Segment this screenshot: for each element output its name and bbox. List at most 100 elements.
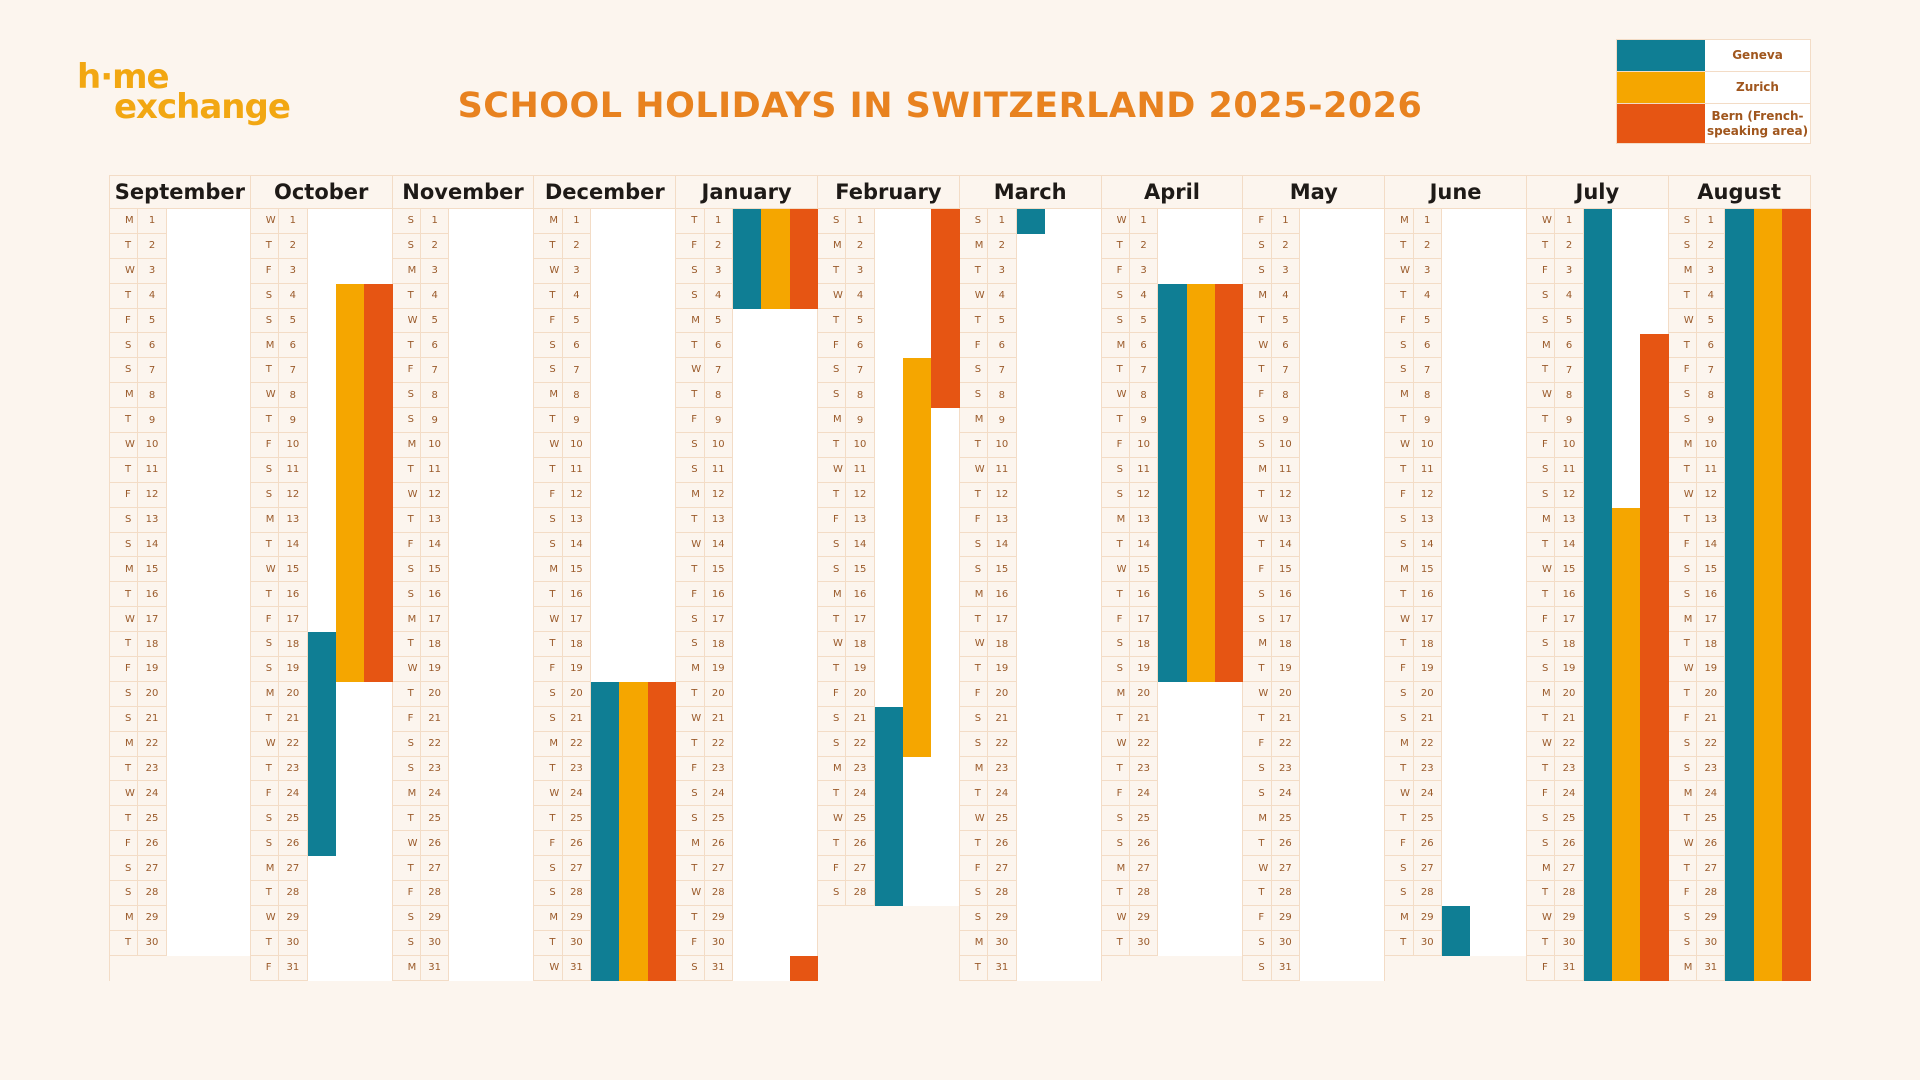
day-row: 28 [392,881,534,906]
holiday-cells [1016,457,1101,483]
day-row: 31 [392,955,534,981]
day-number: 1 [1555,209,1584,234]
day-number: 16 [704,582,733,608]
day-row: 10 [676,433,817,458]
day-number: 16 [1555,582,1584,608]
day-number: 30 [1555,930,1584,956]
day-number: 22 [562,731,592,757]
weekday-cell [250,607,280,633]
holiday-cells [732,333,817,359]
weekday-cell [110,408,139,434]
day-number: 29 [988,905,1017,931]
weekday-cell [1526,632,1556,658]
day-number: 19 [1271,657,1301,682]
day-number: 10 [279,433,308,458]
weekday-cell [1385,482,1414,508]
weekday-cell [1385,607,1414,633]
day-number: 8 [1271,383,1301,409]
day-number: 23 [1271,756,1301,782]
holiday-cells [449,209,534,234]
weekday-cell [959,209,989,234]
day-number: 27 [988,856,1017,882]
holiday-cells [1300,781,1385,807]
day-number: 23 [1129,756,1159,782]
day-number: 23 [704,756,733,782]
holiday-cells [1300,806,1385,832]
day-number: 17 [138,607,167,633]
day-number: 25 [704,806,733,832]
day-number: 26 [846,831,875,857]
holiday-cells [591,209,676,234]
day-number: 1 [846,209,875,234]
weekday-cell [676,283,705,309]
holiday-cells [166,557,250,583]
day-number: 7 [1271,358,1301,384]
month-column-september: September 1 2 3 4 5 6 7 8 9 10 11 12 13 14 15 16 17 18 19 20… [109,175,251,981]
weekday-cell [959,831,989,857]
legend-label: Geneva [1732,48,1783,62]
weekday-cell [110,930,139,956]
day-number: 3 [1129,258,1159,284]
weekday-cell [250,856,280,882]
weekday-cell [1101,905,1130,931]
day-number: 2 [988,233,1017,259]
day-row: 10 [110,433,250,458]
day-row: 27 [1243,856,1385,882]
holiday-cells [732,781,817,807]
weekday-cell [1243,681,1272,707]
weekday-cell [110,283,139,309]
holiday-cells [449,955,534,981]
weekday-cell [676,905,705,931]
day-number: 5 [138,308,167,334]
day-number: 25 [1271,806,1301,832]
day-number: 16 [1129,582,1159,608]
logo-line-1: h·me [77,57,170,97]
weekday-cell [1526,233,1556,259]
holiday-cells [732,657,817,682]
day-number: 21 [138,706,167,732]
holiday-cells [166,383,250,409]
holiday-cells [166,408,250,434]
day-number: 26 [279,831,308,857]
day-row: 2 [1101,233,1243,259]
weekday-cell [1385,905,1414,931]
weekday-cell [392,781,421,807]
day-row: 2 [250,233,392,259]
holiday-cells [1016,781,1101,807]
holiday-cells [166,781,250,807]
day-row: 18 [110,632,250,658]
day-row: 18 [676,632,817,658]
day-row: 6 [534,333,676,359]
weekday-cell [1668,582,1698,608]
weekday-cell [1668,433,1698,458]
day-number: 18 [138,632,167,658]
weekday-cell [250,507,280,533]
day-row: 21 [676,706,817,732]
day-number: 8 [279,383,308,409]
weekday-cell [392,507,421,533]
holiday-cells [732,681,817,707]
weekday-cell [676,383,705,409]
weekday-cell [1243,532,1272,558]
weekday-cell [392,408,421,434]
day-number: 13 [138,507,167,533]
day-number: 6 [1413,333,1442,359]
day-row: 19 [676,657,817,682]
day-row: 24 [1101,781,1243,807]
weekday-cell [250,905,280,931]
day-row: 29 [110,905,250,931]
holiday-cells [1441,731,1526,757]
weekday-letters: MTWTFSSMTWTFSSMTWTFSSMTWTFSSMT [125,215,143,949]
holiday-cells [1016,258,1101,284]
day-number: 2 [1555,233,1584,259]
holiday-cells [449,258,534,284]
weekday-cell [1243,358,1272,384]
day-number: 20 [988,681,1017,707]
day-number: 10 [420,433,450,458]
weekday-cell [1101,806,1130,832]
day-number: 23 [279,756,308,782]
weekday-cell [1101,706,1130,732]
holiday-cells [1441,856,1526,882]
weekday-cell [534,806,563,832]
weekday-cell [817,557,847,583]
